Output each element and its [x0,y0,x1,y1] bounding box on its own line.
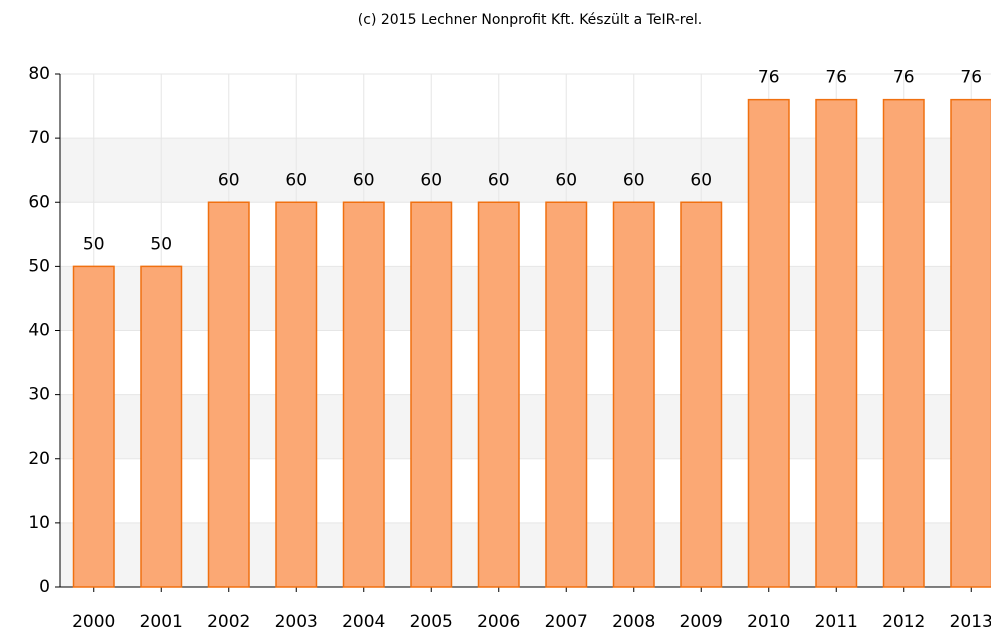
data-label: 60 [218,170,240,190]
x-tick-label: 2001 [140,612,183,632]
y-tick-label: 20 [28,449,50,469]
x-tick-label: 2000 [72,612,115,632]
y-tick-label: 30 [28,385,50,405]
data-label: 76 [825,68,847,88]
y-tick-label: 60 [28,192,50,212]
x-tick-label: 2013 [950,612,991,632]
x-tick-label: 2005 [410,612,453,632]
x-tick-label: 2009 [680,612,723,632]
bar [275,201,318,588]
data-label: 76 [960,68,982,88]
x-tick-label: 2011 [815,612,858,632]
x-tick-label: 2004 [342,612,385,632]
bar [612,201,655,588]
data-label: 50 [150,234,172,254]
data-label: 60 [555,170,577,190]
x-tick-label: 2010 [747,612,790,632]
data-label: 76 [758,68,780,88]
bar [140,265,183,588]
chart-title: (c) 2015 Lechner Nonprofit Kft. Készült … [358,12,702,28]
y-tick-label: 0 [39,577,50,597]
bar [545,201,588,588]
x-tick-label: 2006 [477,612,520,632]
data-label: 50 [83,234,105,254]
x-tick-label: 2012 [882,612,925,632]
y-tick-label: 50 [28,256,50,276]
data-label: 60 [420,170,442,190]
x-tick-label: 2003 [275,612,318,632]
data-label: 60 [285,170,307,190]
x-tick-label: 2008 [612,612,655,632]
bar [477,201,520,588]
bar [207,201,250,588]
data-label: 60 [353,170,375,190]
bar [342,201,385,588]
data-label: 76 [893,68,915,88]
x-tick-label: 2007 [545,612,588,632]
bar [410,201,453,588]
data-label: 60 [488,170,510,190]
y-tick-label: 70 [28,128,50,148]
bar [747,98,790,588]
bar [680,201,723,588]
y-tick-label: 40 [28,321,50,341]
y-tick-label: 10 [28,513,50,533]
bar [72,265,115,588]
data-label: 60 [623,170,645,190]
data-label: 60 [690,170,712,190]
x-tick-label: 2002 [207,612,250,632]
bar [950,98,991,588]
bar [815,98,858,588]
y-tick-label: 80 [28,64,50,84]
bar [882,98,925,588]
